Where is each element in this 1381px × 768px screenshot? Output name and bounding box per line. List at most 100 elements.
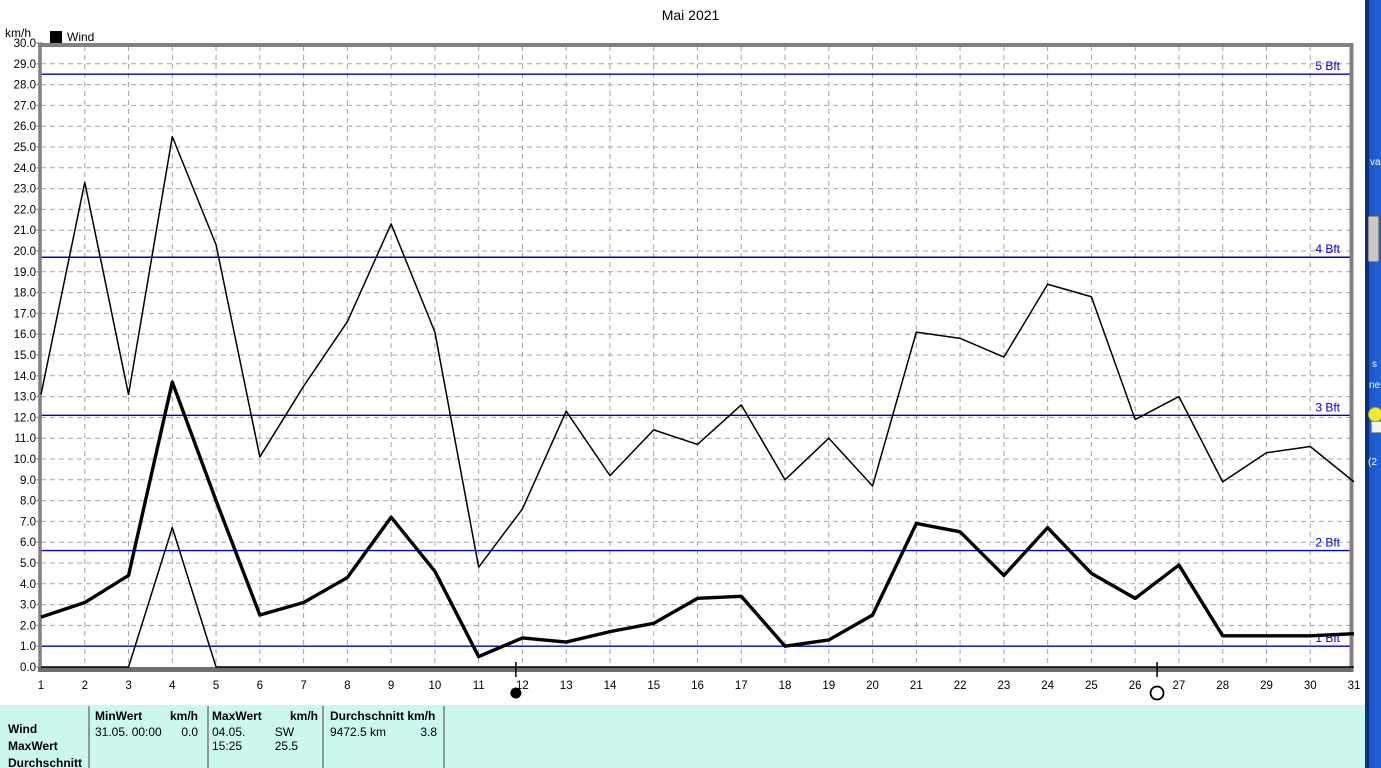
y-tick-label: 3.0 — [20, 600, 36, 612]
background-text-fragment: (2 — [1368, 457, 1377, 468]
background-scrollbar-fragment — [1368, 216, 1379, 262]
x-tick-label: 3 — [125, 680, 131, 692]
y-tick-label: 7.0 — [20, 516, 36, 528]
y-tick-label: 30.0 — [14, 38, 36, 50]
beaufort-label: 3 Bft — [1315, 400, 1340, 414]
durchschnitt-value: 3.8 — [420, 725, 437, 739]
y-tick-label: 25.0 — [14, 142, 36, 154]
row-label-maxwert: MaxWert — [8, 739, 58, 753]
x-tick-label: 31 — [1348, 680, 1361, 692]
y-tick-label: 5.0 — [20, 558, 36, 570]
table-separator — [443, 706, 445, 768]
minwert-timestamp: 31.05. 00:00 — [95, 725, 162, 739]
background-text-fragment: va — [1370, 157, 1381, 168]
x-tick-label: 21 — [910, 680, 923, 692]
y-tick-label: 17.0 — [14, 308, 36, 320]
y-tick-label: 22.0 — [14, 204, 36, 216]
x-tick-label: 14 — [604, 680, 617, 692]
y-tick-label: 28.0 — [14, 80, 36, 92]
y-tick-label: 27.0 — [14, 100, 36, 112]
y-tick-label: 16.0 — [14, 329, 36, 341]
col-header: MinWert — [95, 709, 143, 723]
col-header: Durchschnitt km/h — [330, 709, 436, 723]
x-tick-label: 18 — [779, 680, 792, 692]
y-tick-label: 23.0 — [14, 184, 36, 196]
x-tick-label: 26 — [1129, 680, 1142, 692]
x-tick-label: 19 — [822, 680, 835, 692]
x-tick-label: 29 — [1260, 680, 1273, 692]
x-tick-label: 9 — [388, 680, 394, 692]
summary-col-durchschnitt: Durchschnitt km/h 9472.5 km 3.8 — [330, 709, 437, 739]
row-label-durchschnitt: Durchschnitt — [8, 756, 83, 768]
x-tick-label: 17 — [735, 680, 748, 692]
maxwert-timestamp: 04.05. 15:25 — [212, 725, 246, 753]
x-tick-label: 13 — [560, 680, 573, 692]
durchschnitt-distance: 9472.5 km — [330, 725, 387, 739]
summary-row-labels: Wind MaxWert Durchschnitt — [8, 721, 86, 768]
x-tick-label: 30 — [1304, 680, 1317, 692]
x-tick-label: 5 — [213, 680, 219, 692]
summary-band — [0, 705, 1373, 768]
legend-swatch-icon — [50, 31, 62, 43]
minwert-value: 0.0 — [181, 725, 198, 739]
x-tick-label: 27 — [1173, 680, 1186, 692]
y-tick-label: 9.0 — [20, 475, 36, 487]
x-tick-label: 28 — [1216, 680, 1229, 692]
y-tick-label: 20.0 — [14, 246, 36, 258]
col-header-unit: km/h — [169, 709, 198, 723]
y-tick-label: 13.0 — [14, 392, 36, 404]
legend-label: Wind — [67, 30, 95, 44]
x-tick-label: 8 — [344, 680, 350, 692]
x-tick-label: 11 — [473, 680, 485, 692]
beaufort-label: 5 Bft — [1315, 59, 1340, 73]
background-text-fragment: ne — [1369, 380, 1381, 391]
beaufort-label: 2 Bft — [1315, 536, 1340, 550]
summary-col-minwert: MinWert km/h 31.05. 00:00 0.0 — [95, 709, 198, 739]
y-tick-label: 29.0 — [14, 59, 36, 71]
maxwert-value: SW 25.5 — [274, 725, 299, 753]
x-tick-label: 6 — [257, 680, 263, 692]
y-tick-label: 6.0 — [20, 537, 36, 549]
summary-col-maxwert: MaxWert km/h 04.05. 15:25 SW 25.5 — [212, 709, 318, 753]
x-tick-label: 22 — [954, 680, 967, 692]
x-tick-label: 20 — [866, 680, 879, 692]
full-moon-icon — [1149, 685, 1165, 701]
col-header: MaxWert — [212, 709, 262, 723]
x-tick-label: 24 — [1041, 680, 1054, 692]
x-tick-label: 1 — [38, 680, 44, 692]
beaufort-label: 4 Bft — [1315, 242, 1340, 256]
background-bulb-base-icon — [1371, 421, 1381, 433]
series-Wind — [40, 380, 1355, 659]
background-window-sliver — [1365, 0, 1381, 768]
x-tick-label: 10 — [429, 680, 442, 692]
y-tick-label: 12.0 — [14, 412, 36, 424]
background-text-fragment: s — [1372, 359, 1377, 370]
table-separator — [88, 706, 90, 768]
y-tick-label: 11.0 — [14, 433, 36, 445]
x-tick-label: 15 — [647, 680, 660, 692]
y-tick-label: 10.0 — [14, 454, 36, 466]
x-tick-label: 7 — [300, 680, 306, 692]
x-tick-label: 4 — [169, 680, 176, 692]
series-MaxWert — [40, 135, 1355, 568]
y-tick-label: 14.0 — [14, 371, 36, 383]
y-tick-label: 8.0 — [20, 496, 36, 508]
x-tick-label: 16 — [691, 680, 704, 692]
series-MinWert — [41, 526, 1354, 668]
chart-title: Mai 2021 — [661, 7, 720, 23]
y-tick-label: 19.0 — [14, 267, 36, 279]
new-moon-icon — [510, 687, 522, 699]
y-tick-label: 2.0 — [20, 620, 36, 632]
legend: Wind — [50, 30, 94, 44]
y-tick-label: 24.0 — [14, 163, 36, 175]
y-tick-label: 18.0 — [14, 288, 36, 300]
background-bulb-icon — [1368, 407, 1381, 422]
row-label-wind: Wind — [8, 722, 38, 736]
y-tick-label: 4.0 — [20, 579, 36, 591]
col-header-unit: km/h — [289, 709, 318, 723]
table-separator — [207, 706, 209, 768]
y-tick-label: 15.0 — [14, 350, 36, 362]
table-separator — [322, 706, 324, 768]
y-tick-label: 26.0 — [14, 121, 36, 133]
